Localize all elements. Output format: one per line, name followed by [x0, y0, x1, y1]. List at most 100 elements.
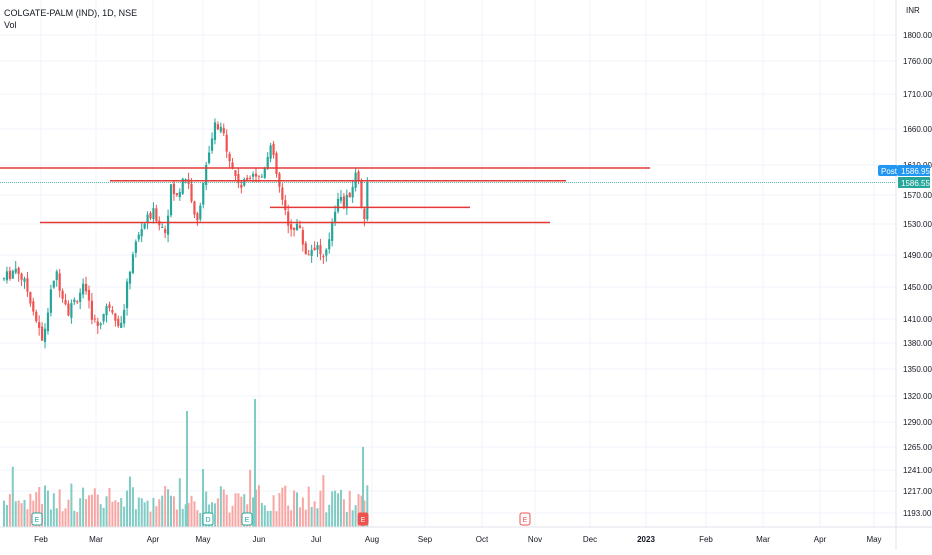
candle-body: [216, 124, 219, 130]
volume-bar: [304, 509, 307, 527]
candle-body: [322, 256, 325, 258]
candle-body: [128, 271, 132, 284]
volume-bar: [79, 498, 82, 527]
candle-body: [105, 305, 108, 316]
candle-body: [260, 176, 263, 178]
candle-body: [210, 138, 214, 151]
volume-spike-bar: [186, 411, 188, 527]
volume-bar: [58, 489, 61, 527]
x-axis-ticks[interactable]: Feb Mar Apr May Jun Jul Aug Sep Oct Nov Dec 2023 Feb…: [34, 535, 881, 544]
volume-bar: [219, 486, 222, 527]
candle-body: [342, 196, 345, 209]
volume-bar: [199, 512, 202, 527]
candle-body: [99, 323, 102, 326]
volume-bar: [213, 503, 216, 527]
candle-body: [333, 211, 337, 223]
event-marker-box[interactable]: [202, 512, 214, 526]
candle-body: [20, 273, 23, 280]
volume-bar: [128, 476, 131, 527]
volume-bar: [8, 494, 11, 527]
grid-lines: [0, 0, 896, 527]
volume-bar: [149, 511, 152, 527]
volume-bar: [331, 491, 334, 527]
candle-body: [46, 312, 50, 332]
candle-body: [225, 134, 228, 152]
candle-body: [55, 271, 58, 280]
candle-body: [187, 179, 190, 184]
volume-bar: [93, 488, 96, 527]
chart-legend[interactable]: COLGATE-PALM (IND), 1D, NSE Vol: [4, 7, 137, 31]
volume-bar: [187, 502, 190, 527]
horizontal-lines[interactable]: [0, 167, 896, 224]
volume-bar: [105, 496, 108, 527]
x-tick-label: Mar: [89, 535, 103, 544]
event-marker-box[interactable]: [357, 512, 369, 526]
candle-body: [82, 283, 85, 295]
x-tick-label: Jun: [253, 535, 266, 544]
volume-bar: [64, 508, 67, 527]
volume-bar: [82, 487, 85, 527]
volume-bar: [243, 494, 246, 527]
candle-body: [316, 245, 319, 250]
volume-bar: [120, 497, 123, 527]
volume-bar: [196, 510, 199, 527]
candle-body: [67, 303, 70, 316]
volume-bar: [252, 497, 255, 527]
volume-bar: [167, 489, 170, 527]
volume-bar: [360, 495, 363, 527]
candle-body: [84, 283, 88, 292]
y-axis-ticks[interactable]: 1800.001760.001710.001660.001610.001570.…: [903, 31, 932, 518]
candle-body: [266, 156, 269, 169]
y-tick-label: 1217.00: [903, 487, 932, 496]
candle-body: [134, 241, 137, 253]
candle-body: [328, 239, 331, 250]
x-tick-label: Feb: [699, 535, 713, 544]
volume-bar: [49, 509, 52, 527]
candle-body: [272, 143, 275, 155]
volume-bar: [108, 487, 111, 527]
volume-bar: [298, 507, 301, 527]
y-tick-label: 1710.00: [903, 90, 932, 99]
volume-bar: [172, 496, 175, 527]
volume-bar: [155, 506, 158, 527]
candle-body: [345, 195, 348, 209]
x-tick-label: Oct: [476, 535, 489, 544]
volume-spike-bar: [202, 469, 204, 527]
candle-body: [222, 127, 225, 134]
candle-body: [284, 200, 287, 211]
candle-body: [184, 179, 187, 181]
event-marker-box[interactable]: [241, 512, 253, 526]
x-tick-label: Jul: [311, 535, 321, 544]
candle-body: [26, 278, 29, 292]
volume-label[interactable]: Vol: [4, 20, 17, 30]
candles: [2, 118, 369, 349]
candle-body: [298, 225, 302, 229]
candle-body: [17, 267, 20, 274]
candle-body: [254, 173, 258, 177]
volume-bar: [146, 500, 149, 527]
price-badges: Post 1586.95 1586.55: [878, 165, 930, 188]
candle-body: [202, 182, 205, 205]
candle-body: [87, 289, 91, 301]
volume-bar: [38, 487, 41, 527]
event-marker-box[interactable]: [519, 512, 531, 526]
y-tick-label: 1530.00: [903, 220, 932, 229]
post-price-badge-bg: [898, 165, 930, 176]
event-marker-box[interactable]: [31, 512, 43, 526]
volume-bar: [137, 497, 140, 527]
volume-bar: [307, 486, 310, 527]
candle-body: [290, 224, 293, 230]
x-tick-label: May: [195, 535, 210, 544]
y-tick-label: 1380.00: [903, 339, 932, 348]
candle-body: [52, 280, 55, 288]
candle-body: [23, 278, 26, 282]
symbol-title[interactable]: COLGATE-PALM (IND), 1D, NSE: [4, 8, 138, 18]
candle-body: [8, 270, 11, 279]
volume-bar: [334, 490, 337, 527]
volume-bar: [216, 498, 219, 527]
volume-bar: [249, 469, 252, 527]
candle-body: [125, 281, 129, 309]
